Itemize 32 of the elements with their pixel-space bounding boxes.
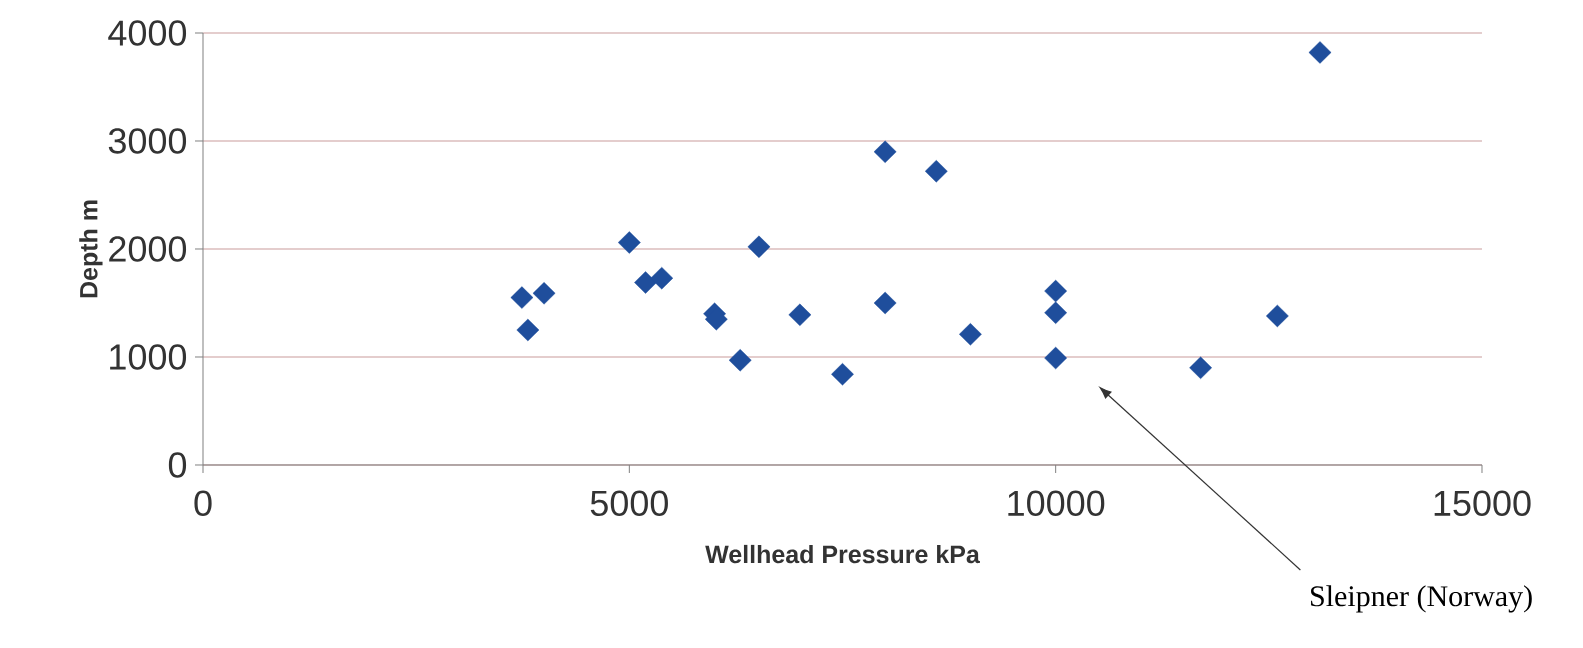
point <box>873 291 897 315</box>
point <box>873 140 897 163</box>
point <box>1308 41 1332 64</box>
y-tick-label: 3000 <box>108 128 187 154</box>
point <box>788 303 812 327</box>
point <box>831 363 854 386</box>
y-tick-label: 1000 <box>110 344 187 370</box>
point <box>959 323 982 346</box>
point <box>1189 356 1212 379</box>
y-axis-title: Depth m <box>79 200 103 298</box>
text: Sleipner (Norway) <box>1311 585 1532 613</box>
point <box>1266 304 1289 328</box>
point <box>728 349 752 372</box>
y-tick-label: 0 <box>168 452 187 478</box>
point <box>516 318 540 342</box>
x-tick-label: 0 <box>194 490 212 517</box>
x-tick-label: 10000 <box>1008 490 1105 517</box>
point <box>924 160 948 183</box>
y-tick-label: 4000 <box>108 20 187 46</box>
x-tick-label: 5000 <box>590 490 668 517</box>
point <box>510 286 534 309</box>
point <box>1044 279 1067 303</box>
point <box>618 231 641 254</box>
y-tick-label: 2000 <box>109 236 187 262</box>
x-axis-title: Wellhead Pressure kPa <box>705 544 980 564</box>
point <box>650 266 674 290</box>
point <box>1044 301 1067 324</box>
point <box>747 235 771 259</box>
point <box>532 282 556 305</box>
point <box>1044 346 1067 370</box>
x-tick-label: 15000 <box>1434 490 1531 517</box>
point <box>634 271 657 294</box>
